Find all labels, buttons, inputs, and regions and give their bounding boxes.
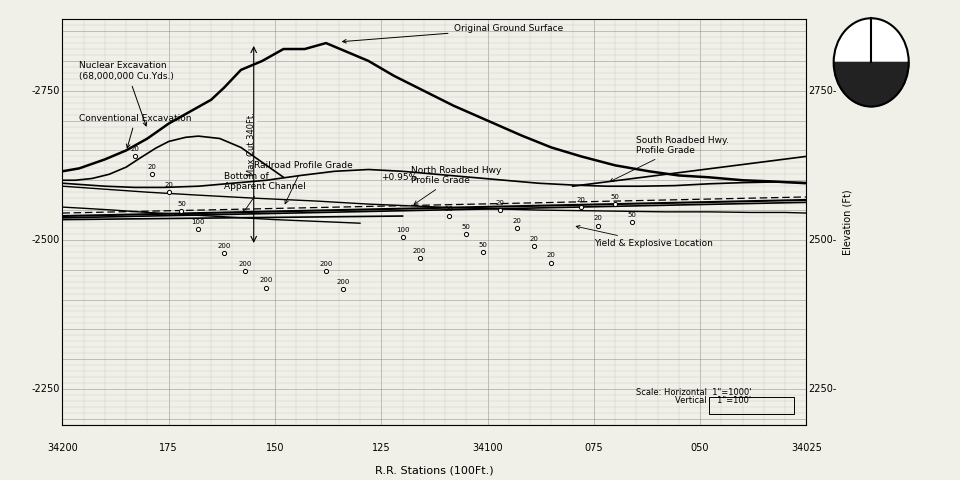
- Text: Vertical    1"=100': Vertical 1"=100': [675, 396, 751, 405]
- Text: 20: 20: [496, 200, 505, 206]
- Text: 200: 200: [260, 277, 274, 283]
- Text: 50: 50: [462, 224, 470, 230]
- Text: 34025: 34025: [791, 443, 822, 453]
- Text: 50: 50: [479, 241, 488, 248]
- Wedge shape: [833, 62, 909, 107]
- Text: Yield & Explosive Location: Yield & Explosive Location: [576, 226, 712, 248]
- Text: 100: 100: [192, 219, 205, 225]
- Text: 200: 200: [238, 261, 252, 267]
- Text: 200: 200: [413, 248, 426, 253]
- Text: 20: 20: [164, 182, 173, 188]
- Text: 2500-: 2500-: [808, 235, 836, 245]
- Circle shape: [833, 18, 909, 107]
- Text: 20: 20: [513, 218, 521, 224]
- Text: 200: 200: [320, 261, 333, 267]
- Text: North Roadbed Hwy
Profile Grade: North Roadbed Hwy Profile Grade: [411, 166, 501, 204]
- Text: 150: 150: [266, 443, 284, 453]
- Text: 2750-: 2750-: [808, 86, 836, 96]
- Text: Scale: Horizontal  1"=1000': Scale: Horizontal 1"=1000': [636, 388, 751, 397]
- Text: 100: 100: [396, 227, 409, 233]
- Text: 34200: 34200: [47, 443, 78, 453]
- Text: Max Cut 340Ft.: Max Cut 340Ft.: [248, 113, 256, 176]
- Text: 50: 50: [177, 201, 186, 207]
- Text: South Roadbed Hwy.
Profile Grade: South Roadbed Hwy. Profile Grade: [610, 136, 730, 181]
- Text: Elevation (Ft): Elevation (Ft): [842, 189, 852, 255]
- Text: 2250-: 2250-: [808, 384, 836, 394]
- Text: 20: 20: [530, 236, 539, 242]
- Text: 34100: 34100: [472, 443, 503, 453]
- Text: 20: 20: [147, 164, 156, 170]
- Text: Railroad Profile Grade: Railroad Profile Grade: [253, 161, 352, 204]
- Text: +0.95%: +0.95%: [381, 173, 418, 182]
- Text: -2500: -2500: [31, 235, 60, 245]
- Text: 075: 075: [585, 443, 603, 453]
- Text: 175: 175: [159, 443, 178, 453]
- Text: 20: 20: [547, 252, 556, 258]
- Text: Bottom of
Apparent Channel: Bottom of Apparent Channel: [224, 172, 305, 213]
- Text: 50: 50: [611, 194, 619, 200]
- Text: -2250: -2250: [31, 384, 60, 394]
- Text: 50: 50: [628, 212, 636, 218]
- Text: 20: 20: [131, 146, 139, 152]
- Text: 125: 125: [372, 443, 391, 453]
- Text: Original Ground Surface: Original Ground Surface: [343, 24, 563, 43]
- Text: 200: 200: [217, 243, 230, 249]
- Text: 200: 200: [336, 278, 349, 285]
- Text: 20: 20: [593, 216, 603, 221]
- Text: Conventional Excavation: Conventional Excavation: [80, 114, 192, 148]
- Text: 20: 20: [577, 197, 586, 203]
- Text: Nuclear Excavation
(68,000,000 Cu.Yds.): Nuclear Excavation (68,000,000 Cu.Yds.): [80, 61, 175, 126]
- Text: -2750: -2750: [31, 86, 60, 96]
- Text: 50: 50: [444, 206, 454, 212]
- Text: 050: 050: [691, 443, 709, 453]
- Text: R.R. Stations (100Ft.): R.R. Stations (100Ft.): [375, 466, 493, 475]
